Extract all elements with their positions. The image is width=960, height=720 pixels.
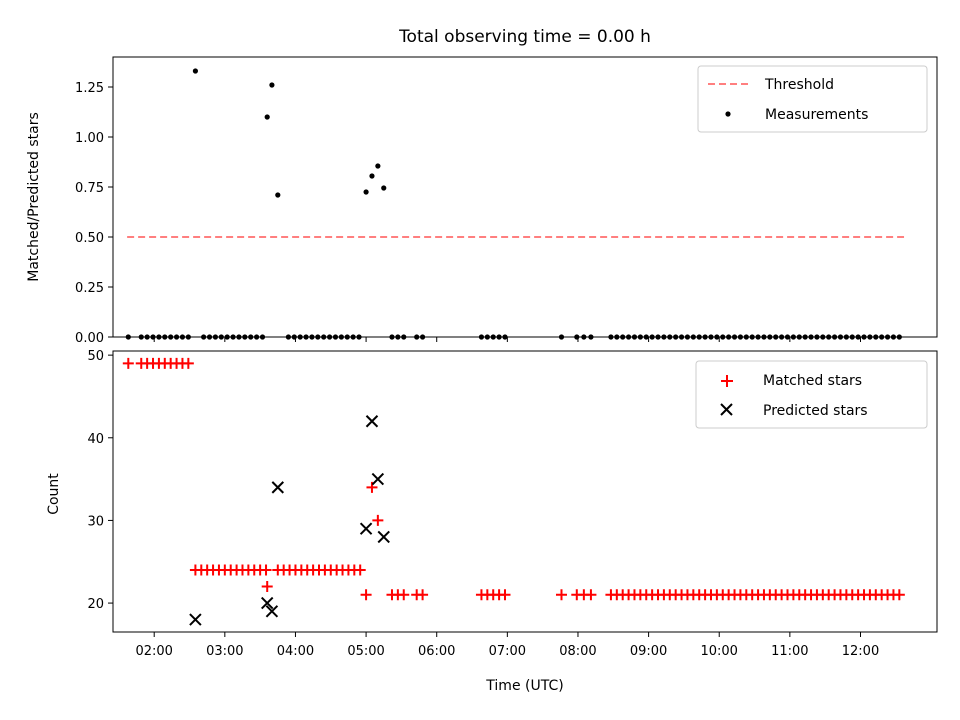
bottom-x-ticks: 02:00 03:00 04:00 05:00 06:00 07:00 08:00 09:00… — [135, 632, 879, 659]
predicted-star-point — [260, 596, 274, 610]
matched-star-point — [398, 589, 410, 601]
bottom-x-tick-label: 10:00 — [700, 644, 737, 659]
top-y-tick-label: 0.75 — [75, 181, 104, 196]
bottom-x-tick-label: 12:00 — [842, 644, 879, 659]
measurement-point — [264, 114, 270, 120]
matched-star-point — [555, 589, 567, 601]
threshold-legend-label: Threshold — [764, 77, 834, 93]
bottom-y-axis-label: Count — [46, 473, 62, 515]
bottom-y-tick-label: 40 — [87, 432, 104, 447]
top-y-tick-label: 0.25 — [75, 281, 104, 296]
bottom-x-tick-label: 09:00 — [630, 644, 667, 659]
measurement-point — [381, 185, 387, 191]
measurement-point — [275, 192, 281, 198]
matched-legend-label: Matched stars — [763, 373, 862, 389]
top-legend-box — [697, 65, 928, 133]
predicted-star-point — [359, 522, 373, 535]
matched-star-point — [417, 589, 429, 601]
predicted-legend-label: Predicted stars — [763, 403, 868, 419]
measurement-point — [375, 163, 381, 169]
bottom-panel: Count Time (UTC) 20 30 40 50 02:00 03:00 04:0… — [46, 349, 938, 694]
bottom-x-tick-label: 11:00 — [771, 644, 808, 659]
measurement-point — [369, 173, 375, 179]
top-y-ticks: 0.00 0.25 0.50 0.75 1.00 1.25 — [75, 81, 113, 346]
matched-legend-swatch — [721, 375, 733, 387]
matched-star-point — [372, 514, 384, 526]
matched-star-point — [182, 357, 194, 369]
bottom-y-ticks: 20 30 40 50 — [87, 349, 113, 612]
predicted-star-point — [365, 415, 379, 428]
matched-star-point — [260, 564, 272, 576]
measurement-point — [363, 189, 369, 195]
x-axis-label: Time (UTC) — [485, 678, 563, 694]
predicted-star-point — [189, 613, 202, 626]
matched-star-point — [360, 589, 372, 601]
top-y-axis-label: Matched/Predicted stars — [26, 112, 42, 282]
bottom-x-tick-label: 08:00 — [559, 644, 596, 659]
matched-star-point — [354, 564, 366, 576]
matched-stars-points — [122, 357, 905, 601]
bottom-x-tick-label: 04:00 — [277, 644, 314, 659]
bottom-x-tick-label: 06:00 — [418, 644, 455, 659]
bottom-y-tick-label: 50 — [87, 349, 104, 364]
top-y-tick-label: 0.00 — [75, 331, 104, 346]
predicted-star-point — [265, 605, 279, 618]
bottom-x-tick-label: 07:00 — [489, 644, 526, 659]
chart-title: Total observing time = 0.00 h — [398, 27, 651, 47]
predicted-legend-swatch — [720, 403, 733, 416]
top-y-tick-label: 0.50 — [75, 231, 104, 246]
matched-star-point — [893, 589, 905, 601]
predicted-star-point — [377, 530, 390, 544]
bottom-legend-box — [695, 360, 928, 429]
bottom-y-tick-label: 30 — [87, 514, 104, 529]
top-axes-frame — [112, 56, 938, 338]
bottom-y-tick-label: 20 — [87, 597, 104, 612]
bottom-x-tick-label: 05:00 — [347, 644, 384, 659]
matched-star-point — [585, 589, 597, 601]
predicted-star-point — [271, 481, 285, 494]
measurements-legend-swatch — [725, 111, 731, 117]
top-y-tick-label: 1.25 — [75, 81, 104, 96]
matched-star-point — [122, 357, 134, 369]
measurement-point — [192, 68, 198, 74]
bottom-x-tick-label: 03:00 — [206, 644, 243, 659]
top-panel: Total observing time = 0.00 h Matched/Pr… — [26, 27, 938, 346]
measurement-point — [269, 82, 275, 88]
bottom-x-tick-label: 02:00 — [135, 644, 172, 659]
bottom-axes-frame — [112, 350, 938, 633]
measurements-legend-label: Measurements — [765, 107, 868, 123]
top-legend: Threshold Measurements — [697, 65, 928, 133]
measurement-points — [125, 68, 902, 340]
bottom-legend: Matched stars Predicted stars — [695, 360, 928, 429]
matched-star-point — [499, 589, 511, 601]
predicted-star-point — [371, 472, 385, 486]
matched-star-point — [261, 581, 273, 593]
predicted-stars-points — [189, 415, 390, 626]
top-y-tick-label: 1.00 — [75, 131, 104, 146]
